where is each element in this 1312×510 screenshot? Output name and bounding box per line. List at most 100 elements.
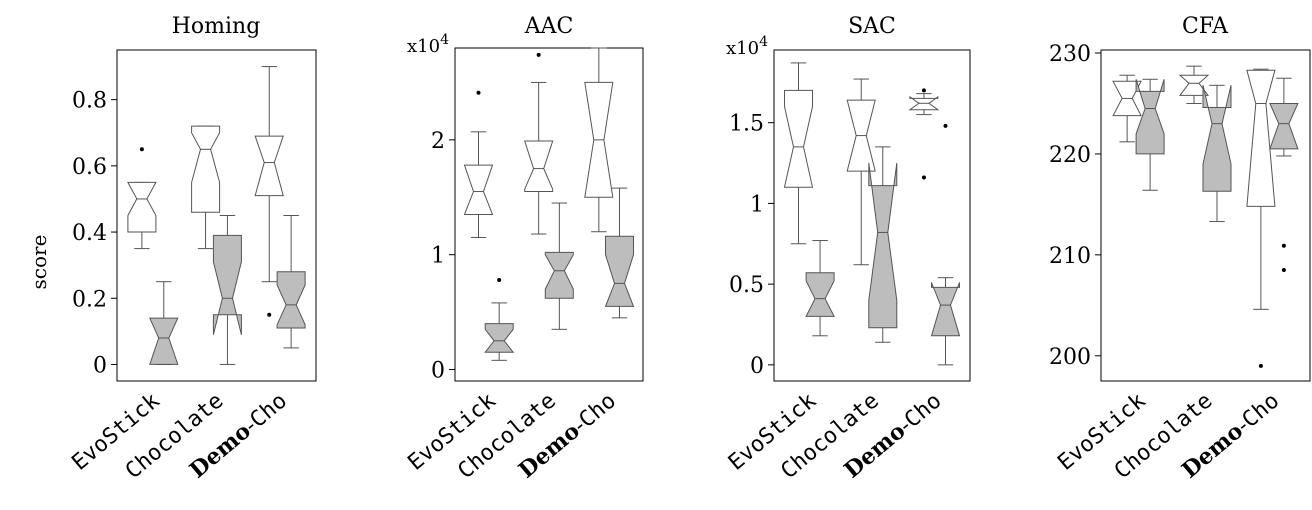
outlier-point — [943, 123, 948, 128]
plot-frame — [454, 47, 644, 382]
outlier-point — [536, 52, 541, 57]
y-tick-label: 1.5 — [729, 112, 764, 137]
box-marks — [127, 66, 306, 365]
y-tick-label: 230 — [1049, 42, 1091, 67]
panel-homing: Homing 0 0.2 0.4 0.6 0.8 EvoStickChocolateDe… — [67, 14, 317, 484]
y-tick-label: 1 — [750, 192, 764, 217]
box-gray-demo-cho — [604, 187, 635, 319]
y-tick-label: 1 — [431, 244, 445, 269]
notched-box — [254, 135, 284, 197]
notched-box — [544, 251, 574, 299]
axis-multiplier: x104 — [407, 32, 449, 57]
box-gray-demo-cho — [930, 123, 961, 366]
outlier-point — [1258, 363, 1263, 368]
plot-frame — [116, 49, 317, 382]
box-gray-evostick — [149, 281, 179, 365]
outlier-point — [267, 312, 272, 317]
panel-title: AAC — [524, 14, 574, 39]
y-ticks: 200 210 220 230 — [1049, 42, 1101, 370]
y-tick-label: 200 — [1049, 345, 1091, 370]
axis-multiplier: x104 — [726, 34, 768, 59]
box-white-chocolate — [1178, 65, 1210, 104]
y-tick-label: 0 — [93, 353, 107, 378]
outlier-point — [497, 277, 502, 282]
y-tick-label: 0.6 — [72, 155, 107, 180]
box-white-chocolate — [846, 78, 876, 266]
box-white-demo-cho — [1246, 68, 1276, 368]
notched-box — [783, 89, 814, 188]
y-tick-label: 0.2 — [72, 287, 107, 312]
y-tick-label: 0 — [750, 354, 764, 379]
y-axis-label: score — [27, 235, 51, 290]
box-marks — [1112, 65, 1299, 368]
y-tick-label: 0.4 — [72, 221, 107, 246]
notched-box — [805, 272, 835, 317]
notched-box — [868, 162, 898, 329]
plot-frame — [773, 49, 971, 382]
panel-title: SAC — [848, 14, 896, 39]
box-gray-evostick — [805, 240, 835, 337]
axis-multiplier-label: x104 — [407, 32, 449, 57]
box-white-demo-cho — [584, 47, 614, 233]
notched-box — [524, 140, 554, 192]
notched-box — [212, 234, 242, 335]
y-tick-label: 210 — [1049, 244, 1091, 269]
axis-multiplier-label: x104 — [726, 34, 768, 59]
box-gray-chocolate — [868, 146, 898, 343]
notched-box — [604, 235, 635, 307]
notched-box — [930, 282, 961, 337]
notched-box — [191, 125, 221, 213]
y-ticks: 0 1 2 — [431, 129, 455, 384]
box-gray-demo-cho — [276, 215, 306, 349]
y-ticks: 0 0.5 1 1.5 — [729, 112, 774, 379]
y-tick-label: 0 — [431, 359, 445, 384]
y-tick-label: 220 — [1049, 143, 1091, 168]
box-gray-evostick — [1135, 78, 1165, 191]
box-white-chocolate — [524, 52, 554, 235]
outlier-point — [1281, 243, 1286, 248]
notched-box — [1202, 85, 1232, 192]
outlier-point — [921, 88, 926, 93]
box-gray-demo-cho — [1269, 77, 1299, 272]
notched-box — [1269, 103, 1299, 150]
y-ticks: 0 0.2 0.4 0.6 0.8 — [72, 89, 117, 378]
outlier-point — [1281, 267, 1286, 272]
box-white-demo-cho — [908, 88, 940, 180]
box-gray-chocolate — [544, 202, 574, 330]
outlier-point — [139, 147, 144, 152]
notched-box — [463, 164, 494, 215]
outlier-point — [921, 175, 926, 180]
box-white-demo-cho — [254, 66, 284, 317]
notched-box — [276, 271, 306, 329]
panel-cfa: CFA 200 210 220 230 EvoStickChocolateDemo-C… — [1049, 14, 1311, 484]
box-gray-chocolate — [1202, 84, 1232, 223]
y-tick-label: 0.5 — [729, 273, 764, 298]
outlier-point — [476, 90, 481, 95]
notched-box — [1246, 69, 1276, 207]
notched-box — [484, 323, 515, 353]
plot-frame — [1100, 49, 1311, 382]
box-marks — [783, 62, 961, 366]
y-tick-label: 2 — [431, 129, 445, 154]
box-white-chocolate — [191, 125, 221, 250]
notched-box — [127, 181, 157, 233]
box-marks — [463, 47, 635, 361]
notched-box — [1135, 79, 1165, 155]
panel-sac: SAC x104 0 0.5 1 1.5 EvoStickChocolateDemo-… — [724, 14, 971, 484]
panel-title: Homing — [172, 14, 261, 39]
box-gray-chocolate — [212, 215, 242, 365]
box-white-evostick — [1112, 74, 1142, 143]
box-white-evostick — [783, 62, 814, 245]
box-gray-evostick — [484, 277, 515, 361]
box-white-evostick — [127, 147, 157, 250]
y-tick-label: 0.8 — [72, 89, 107, 114]
panel-title: CFA — [1182, 14, 1229, 39]
box-white-evostick — [463, 90, 494, 238]
notched-box — [149, 317, 179, 365]
